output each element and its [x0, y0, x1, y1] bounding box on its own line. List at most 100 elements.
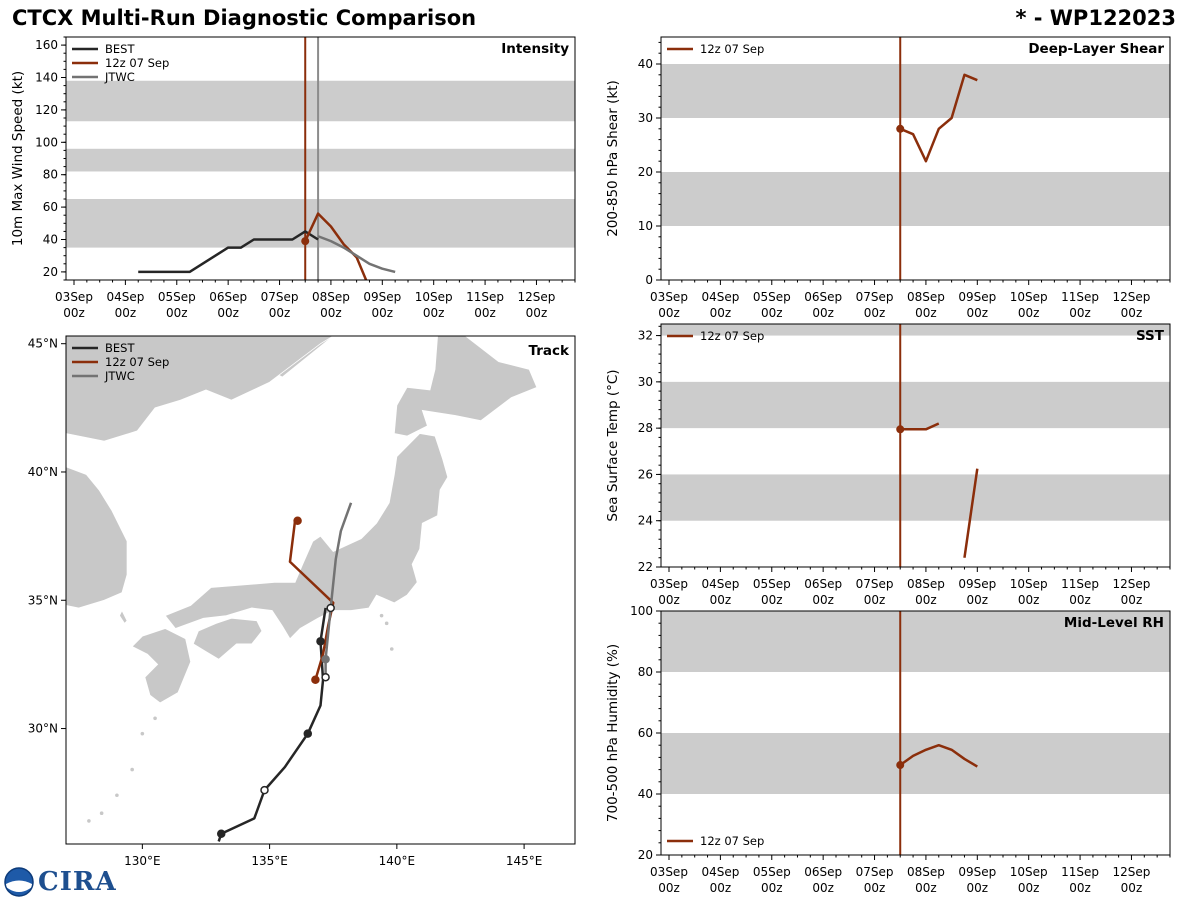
track-point-best — [216, 829, 226, 838]
shear-xtick-day: 06Sep — [804, 290, 842, 304]
land-small-island — [130, 767, 134, 772]
noaa-logo-icon — [4, 867, 34, 897]
sst-xtick-hour: 00z — [658, 593, 680, 607]
rh-xtick-hour: 00z — [710, 881, 732, 895]
shear-xtick-day: 04Sep — [701, 290, 739, 304]
intensity-ytick-label: 120 — [35, 103, 58, 117]
intensity-xtick-day: 03Sep — [55, 290, 93, 304]
track-xtick-label: 140°E — [379, 854, 416, 868]
shear-panel: 0 10 20 30 40 03Sep 00z 04Sep 00z 05Sep 00z 06Sep 00… — [605, 36, 1171, 320]
track-ytick-label: 40°N — [28, 465, 58, 479]
intensity-xtick-hour: 00z — [526, 306, 548, 320]
shear-xtick-hour: 00z — [1069, 306, 1091, 320]
shear-xtick-day: 08Sep — [907, 290, 945, 304]
intensity-xtick-hour: 00z — [166, 306, 188, 320]
shear-xtick-day: 05Sep — [753, 290, 791, 304]
track-map-area — [66, 336, 575, 844]
intensity-ytick-label: 140 — [35, 71, 58, 85]
intensity-xtick-day: 07Sep — [261, 290, 299, 304]
sst-ytick-label: 26 — [638, 467, 653, 481]
sst-xtick-day: 07Sep — [856, 577, 894, 591]
track-ytick-label: 30°N — [28, 722, 58, 736]
rh-ytick-label: 80 — [638, 665, 653, 679]
page-title: CTCX Multi-Run Diagnostic Comparison — [12, 6, 477, 30]
shear-xtick-day: 10Sep — [1010, 290, 1048, 304]
track-point-best — [316, 637, 325, 646]
intensity-xtick-hour: 00z — [372, 306, 394, 320]
sst-series-run — [900, 422, 940, 431]
sst-ytick-label: 32 — [638, 329, 653, 343]
shear-xtick-hour: 00z — [761, 306, 783, 320]
land-tsushima — [118, 609, 128, 624]
shear-band — [661, 172, 1170, 226]
sst-xtick-day: 05Sep — [753, 577, 791, 591]
sst-xtick-day: 10Sep — [1010, 577, 1048, 591]
intensity-title: Intensity — [501, 41, 569, 57]
intensity-ytick-label: 100 — [35, 135, 58, 149]
track-xtick-label: 130°E — [124, 854, 161, 868]
sst-series-run — [963, 468, 979, 558]
shear-xtick-day: 11Sep — [1061, 290, 1099, 304]
sst-series-run-point — [896, 425, 905, 434]
rh-panel: 20 40 60 80 100 03Sep 00z 04Sep 00z 05Sep 00z 06Sep… — [605, 604, 1171, 895]
sst-xtick-hour: 00z — [1069, 593, 1091, 607]
land-korea-north — [66, 336, 334, 442]
intensity-xtick-hour: 00z — [63, 306, 85, 320]
rh-xtick-hour: 00z — [812, 881, 834, 895]
shear-series-run-point — [896, 124, 905, 133]
shear-plot-area — [661, 37, 1170, 280]
sst-xtick-hour: 00z — [915, 593, 937, 607]
shear-axes-frame — [660, 36, 1171, 281]
intensity-xtick-hour: 00z — [217, 306, 239, 320]
intensity-band — [66, 199, 575, 248]
sst-xtick-day: 09Sep — [958, 577, 996, 591]
rh-xtick-day: 09Sep — [958, 865, 996, 879]
land-honshu — [164, 433, 449, 640]
intensity-xtick-day: 08Sep — [312, 290, 350, 304]
rh-ytick-label: 60 — [638, 726, 653, 740]
rh-xtick-hour: 00z — [658, 881, 680, 895]
sst-band — [661, 474, 1170, 521]
intensity-ytick-label: 160 — [35, 38, 58, 52]
cira-logo: CIRA — [4, 866, 117, 898]
sst-ylabel: Sea Surface Temp (°C) — [605, 369, 621, 521]
intensity-ytick-label: 80 — [43, 168, 58, 182]
track-xtick-label: 145°E — [506, 854, 543, 868]
land-small-island — [115, 793, 119, 798]
shear-xtick-hour: 00z — [1018, 306, 1040, 320]
land-small-island — [87, 819, 91, 823]
shear-title: Deep-Layer Shear — [1028, 41, 1164, 57]
sst-xtick-hour: 00z — [761, 593, 783, 607]
intensity-xtick-hour: 00z — [423, 306, 445, 320]
sst-ytick-label: 24 — [638, 514, 653, 528]
rh-xtick-day: 07Sep — [856, 865, 894, 879]
sst-xtick-day: 06Sep — [804, 577, 842, 591]
sst-ytick-label: 22 — [638, 560, 653, 574]
track-legend-label-run: 12z 07 Sep — [105, 355, 169, 369]
sst-title: SST — [1136, 328, 1165, 344]
intensity-ylabel: 10m Max Wind Speed (kt) — [10, 71, 26, 246]
intensity-ytick-label: 40 — [43, 233, 58, 247]
rh-series-run-point — [896, 761, 905, 770]
intensity-series-jtwc — [317, 235, 396, 274]
shear-xtick-hour: 00z — [967, 306, 989, 320]
sst-plot-area — [661, 324, 1170, 567]
shear-series-run — [899, 73, 978, 163]
land-korea — [66, 466, 128, 609]
intensity-xtick-hour: 00z — [474, 306, 496, 320]
sst-axes-frame — [660, 323, 1171, 568]
track-title: Track — [529, 343, 570, 359]
intensity-xtick-day: 05Sep — [158, 290, 196, 304]
shear-xtick-hour: 00z — [864, 306, 886, 320]
sst-xtick-hour: 00z — [1018, 593, 1040, 607]
shear-xtick-hour: 00z — [812, 306, 834, 320]
intensity-band — [66, 148, 575, 172]
sst-xtick-hour: 00z — [967, 593, 989, 607]
rh-xtick-hour: 00z — [1121, 881, 1143, 895]
rh-xtick-hour: 00z — [915, 881, 937, 895]
intensity-xtick-day: 12Sep — [518, 290, 556, 304]
track-legend-label-jtwc: JTWC — [104, 369, 135, 383]
track-xtick-label: 135°E — [251, 854, 288, 868]
shear-xtick-day: 03Sep — [650, 290, 688, 304]
intensity-series-best — [138, 230, 319, 274]
